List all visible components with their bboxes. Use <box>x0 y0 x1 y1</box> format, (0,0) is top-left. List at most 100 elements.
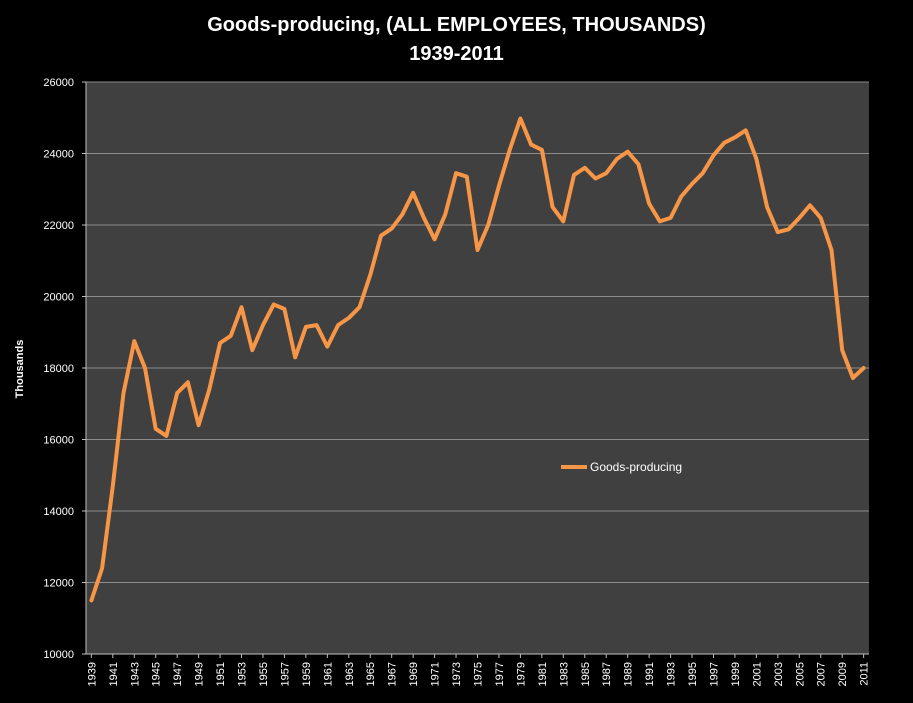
y-tick-label: 18000 <box>43 363 74 375</box>
data-point <box>658 219 662 224</box>
x-tick-label: 1953 <box>237 662 249 686</box>
x-tick-label: 1949 <box>194 662 206 686</box>
y-tick-label: 12000 <box>43 578 74 590</box>
x-tick-label: 2007 <box>816 662 828 686</box>
data-point <box>840 348 844 352</box>
data-point <box>261 323 265 327</box>
data-point <box>250 348 254 352</box>
data-point <box>432 237 437 241</box>
y-tick-label: 14000 <box>43 506 74 518</box>
x-tick-label: 1993 <box>666 662 678 686</box>
x-tick-label: 1959 <box>301 662 313 686</box>
x-tick-label: 1955 <box>258 662 270 686</box>
x-tick-label: 1991 <box>644 662 656 686</box>
data-point <box>422 216 426 220</box>
data-point <box>325 344 329 349</box>
data-point <box>668 216 673 220</box>
x-tick-label: 2009 <box>837 662 849 686</box>
data-point <box>475 248 480 252</box>
data-point <box>862 366 866 370</box>
y-tick-label: 24000 <box>43 149 74 161</box>
data-point <box>561 219 565 224</box>
data-point <box>711 153 716 157</box>
data-point <box>379 234 383 238</box>
x-tick-label: 1973 <box>451 662 463 686</box>
y-tick-label: 16000 <box>43 435 74 447</box>
data-point <box>100 566 104 570</box>
data-point <box>336 323 340 327</box>
data-point <box>229 334 233 338</box>
data-point <box>143 366 147 370</box>
x-tick-label: 2011 <box>859 662 871 686</box>
data-point <box>357 305 362 309</box>
data-point <box>754 157 758 161</box>
x-tick-label: 1961 <box>322 662 334 686</box>
data-point <box>797 216 801 220</box>
x-tick-label: 1997 <box>708 662 720 686</box>
data-point <box>550 205 555 209</box>
x-tick-label: 1947 <box>172 662 184 686</box>
data-point <box>207 387 211 392</box>
x-tick-label: 1967 <box>387 662 399 686</box>
data-point <box>647 201 651 206</box>
data-point <box>733 135 737 140</box>
data-point <box>293 355 297 359</box>
data-point <box>765 205 769 209</box>
data-point <box>776 230 780 234</box>
data-point <box>186 380 190 384</box>
data-point <box>154 427 158 431</box>
data-point <box>679 194 683 198</box>
data-point <box>486 223 490 227</box>
data-point <box>851 376 855 380</box>
data-point <box>604 171 608 175</box>
data-point <box>508 148 512 152</box>
data-point <box>390 226 394 231</box>
x-tick-label: 1987 <box>601 662 613 686</box>
data-point <box>636 162 640 166</box>
data-point <box>400 212 405 216</box>
x-tick-label: 1975 <box>473 662 485 686</box>
data-point <box>239 305 244 309</box>
data-point <box>529 142 533 147</box>
data-point <box>315 323 319 327</box>
y-tick-label: 26000 <box>43 77 74 89</box>
data-point <box>443 212 447 216</box>
x-tick-label: 1983 <box>558 662 570 686</box>
x-tick-label: 1945 <box>151 662 163 686</box>
y-tick-label: 10000 <box>43 649 74 661</box>
x-tick-label: 2003 <box>773 662 785 686</box>
x-tick-label: 1979 <box>515 662 527 686</box>
data-point <box>829 248 834 252</box>
x-tick-label: 1981 <box>537 662 549 686</box>
data-point <box>615 157 619 161</box>
x-tick-label: 1941 <box>108 662 120 686</box>
data-point <box>593 176 598 181</box>
data-point <box>744 128 748 132</box>
x-tick-label: 1985 <box>580 662 592 686</box>
data-point <box>626 150 630 154</box>
data-point <box>111 484 115 488</box>
chart-title: Goods-producing, (ALL EMPLOYEES, THOUSAN… <box>207 14 706 36</box>
data-point <box>121 391 126 395</box>
data-point <box>89 598 93 602</box>
data-point <box>132 339 136 343</box>
x-tick-label: 1969 <box>408 662 420 686</box>
data-point <box>701 171 705 175</box>
x-tick-label: 1999 <box>730 662 742 686</box>
x-tick-label: 1939 <box>86 662 98 686</box>
x-tick-label: 1989 <box>623 662 635 686</box>
data-point <box>272 302 276 306</box>
data-point <box>583 166 587 170</box>
chart-subtitle: 1939-2011 <box>409 43 504 65</box>
data-point <box>497 184 501 188</box>
x-tick-label: 1965 <box>365 662 377 686</box>
y-tick-label: 20000 <box>43 292 74 304</box>
data-point <box>282 307 287 311</box>
x-tick-label: 1957 <box>279 662 291 686</box>
data-point <box>690 182 694 186</box>
legend-label: Goods-producing <box>590 460 682 474</box>
data-point <box>786 227 791 231</box>
data-point <box>454 171 458 175</box>
data-point <box>218 341 222 345</box>
